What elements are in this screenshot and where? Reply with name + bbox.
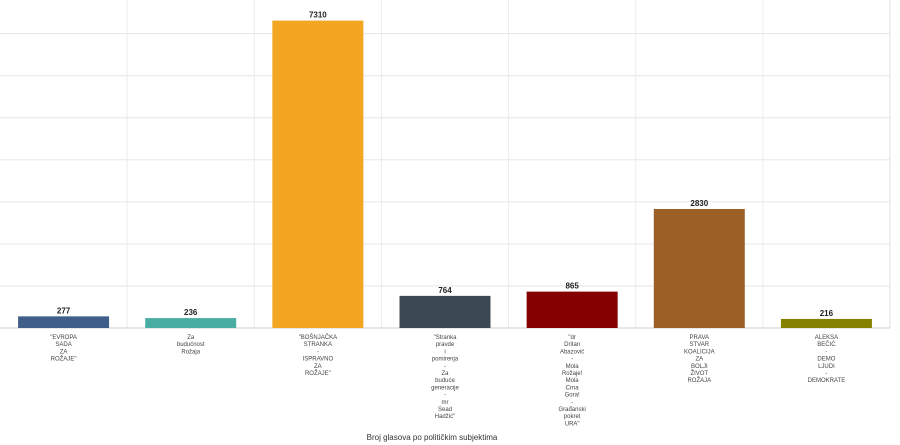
data-label-4: 764 [438, 286, 452, 295]
data-label-2: 236 [184, 308, 198, 317]
category-label-7: ALEKSA BEČIĆ -DEMO LJUDI -DEMOKRATE [808, 335, 846, 384]
data-label-6: 2830 [690, 199, 708, 208]
category-label-5: "dr Dritan Abazović -Mola Rožaje! Mola Crna Gor… [558, 335, 585, 427]
x-axis-title: Broj glasova po političkim subjektima [367, 433, 498, 442]
bar-5[interactable] [526, 291, 618, 328]
bar-6[interactable] [653, 208, 745, 328]
data-label-3: 7310 [309, 11, 327, 20]
bar-4[interactable] [399, 295, 491, 328]
data-label-7: 216 [820, 309, 834, 318]
grid-lines [0, 0, 891, 328]
category-label-4: "Stranka pravde i pomirenja -Za buduće generac… [431, 335, 459, 420]
category-label-1: "EVROPA SADA ZA ROŽAJE" [50, 335, 77, 363]
category-label-6: PRAVA STVAR KOALICIJA ZA BOLJI ŽIVOT ROŽAJA [684, 335, 715, 384]
bar-7[interactable] [780, 318, 872, 328]
category-label-3: "BOŠNJAČKA STRANKA -ISPRAVNO ZA ROŽAJE" [299, 334, 337, 377]
bar-1[interactable] [18, 316, 110, 328]
data-label-1: 277 [57, 306, 71, 315]
category-label-2: Za budućnost Rožaja [177, 335, 205, 355]
bar-2[interactable] [145, 318, 237, 328]
bar-3[interactable] [272, 20, 364, 328]
data-label-5: 865 [565, 282, 579, 291]
